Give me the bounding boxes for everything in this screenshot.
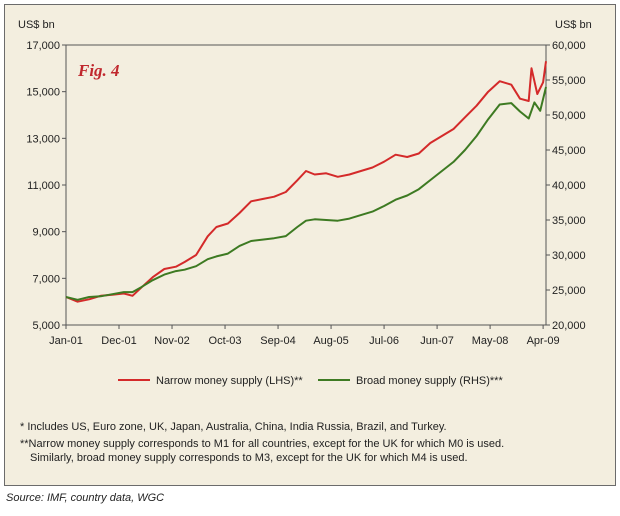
x-tick-label: Nov-02 [154,335,189,347]
left-tick-label: 17,000 [26,40,60,52]
right-tick-label: 55,000 [552,75,586,87]
left-tick-label: 9,000 [32,227,60,239]
x-tick-label: Jul-06 [369,335,399,347]
x-tick-label: Oct-03 [209,335,242,347]
series-line-broad-money [65,86,547,301]
left-tick-label: 7,000 [32,273,60,285]
x-tick-label: Dec-01 [101,335,136,347]
x-tick-label: Aug-05 [313,335,348,347]
right-tick-label: 35,000 [552,215,586,227]
left-tick-label: 11,000 [27,180,60,192]
right-tick-label: 30,000 [552,250,586,262]
footnote-broad: Similarly, broad money supply correspond… [30,452,468,464]
right-tick-label: 40,000 [552,180,586,192]
x-tick-label: Apr-09 [527,335,560,347]
x-tick-label: Jun-07 [420,335,454,347]
right-axis-unit: US$ bn [555,19,592,31]
left-axis-unit: US$ bn [18,19,55,31]
figure-label: Fig. 4 [77,61,120,80]
footnote-countries: * Includes US, Euro zone, UK, Japan, Aus… [20,421,447,433]
legend-label-narrow: Narrow money supply (LHS)** [156,375,303,387]
plot-area [65,44,547,326]
x-tick-label: Jan-01 [49,335,83,347]
left-tick-label: 5,000 [32,320,60,332]
left-tick-label: 13,000 [26,133,60,145]
right-tick-label: 60,000 [552,40,586,52]
x-tick-label: Sep-04 [260,335,295,347]
left-tick-label: 15,000 [26,87,60,99]
right-tick-label: 45,000 [552,145,586,157]
right-tick-label: 25,000 [552,285,586,297]
right-tick-label: 20,000 [552,320,586,332]
legend-label-broad: Broad money supply (RHS)*** [356,375,503,387]
series-line-narrow-money [65,61,547,303]
series-lines [65,61,547,303]
source-note: Source: IMF, country data, WGC [6,492,165,504]
right-tick-label: 50,000 [552,110,586,122]
footnote-narrow: **Narrow money supply corresponds to M1 … [20,438,505,450]
legend: Narrow money supply (LHS)** Broad money … [118,375,503,387]
axes: 5,000 7,000 9,000 11,000 13,000 15,000 17,000 2… [26,40,585,347]
x-tick-label: May-08 [472,335,509,347]
chart-frame [4,4,616,486]
